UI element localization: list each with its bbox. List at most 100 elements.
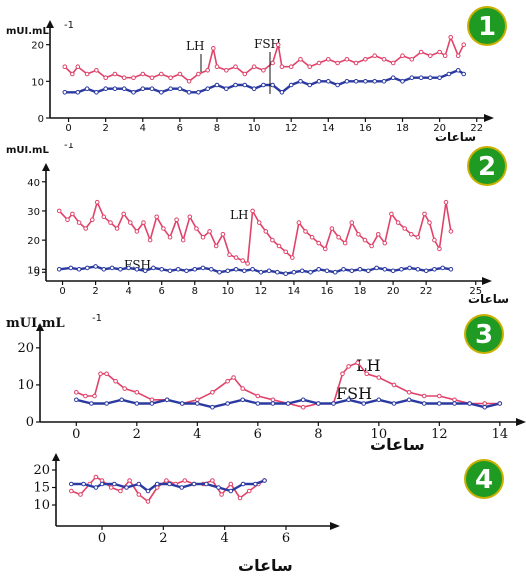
x-tick-label-1: 12 <box>285 123 298 134</box>
data-point-3-fsh <box>74 397 79 403</box>
data-point-1-lh <box>159 71 164 77</box>
data-point-1-lh <box>335 60 340 66</box>
data-point-4-lh <box>145 499 151 504</box>
data-point-4-fsh <box>136 481 142 487</box>
data-point-1-fsh <box>251 86 257 91</box>
data-point-4-lh <box>93 474 99 480</box>
data-point-2-lh <box>256 220 262 225</box>
y-tick-label-2: 30 <box>27 207 40 218</box>
data-point-2-fsh <box>349 268 355 274</box>
data-point-2-fsh <box>366 268 371 274</box>
data-point-4-fsh <box>154 481 160 487</box>
data-point-3-lh <box>240 386 245 391</box>
data-point-2-lh <box>114 226 120 231</box>
data-point-2-lh <box>94 199 100 205</box>
data-point-1-fsh <box>233 82 238 88</box>
data-point-2-lh <box>90 217 95 222</box>
data-point-3-lh <box>391 382 397 388</box>
data-point-2-lh <box>270 237 275 243</box>
y-tick-label-1: 20 <box>31 41 44 52</box>
data-point-2-lh <box>309 234 315 240</box>
data-point-1-fsh <box>316 79 322 84</box>
data-point-2-lh <box>409 232 414 237</box>
data-point-1-fsh <box>279 90 285 95</box>
data-point-2-lh <box>227 252 232 257</box>
data-point-4-fsh <box>191 481 197 487</box>
data-point-4-lh <box>136 492 142 497</box>
data-point-3-lh <box>355 360 361 366</box>
data-point-2-lh <box>389 211 394 217</box>
y-unit-exponent-1: -1 <box>64 20 74 31</box>
data-point-1-lh <box>94 68 99 73</box>
data-point-4-fsh <box>167 481 172 487</box>
data-point-3-fsh <box>346 397 351 403</box>
data-point-2-fsh <box>299 268 305 274</box>
data-point-2-lh <box>200 234 206 240</box>
data-point-3-fsh <box>376 397 382 403</box>
data-point-1-fsh <box>261 82 266 88</box>
data-point-4-lh <box>69 488 74 494</box>
x-tick-label-1: 2 <box>102 123 108 134</box>
x-tick-label-2: 20 <box>387 286 400 297</box>
x-tick-label-3: 4 <box>193 427 201 442</box>
data-point-1-lh <box>62 64 68 69</box>
data-point-4-lh <box>182 478 188 483</box>
x-tick-label-2: 2 <box>92 286 98 297</box>
data-point-1-fsh <box>159 90 164 95</box>
data-point-1-lh <box>177 71 183 77</box>
x-tick-label-3: 12 <box>431 427 448 442</box>
data-point-3-lh <box>122 386 127 391</box>
data-point-2-fsh <box>225 268 231 274</box>
data-point-2-fsh <box>142 268 148 274</box>
data-point-3-fsh <box>437 401 442 406</box>
data-point-3-fsh <box>134 401 140 406</box>
data-point-3-fsh <box>255 401 261 406</box>
data-point-1-fsh <box>214 82 220 88</box>
badge-number-3: 3 <box>475 320 493 350</box>
data-point-1-fsh <box>353 79 359 84</box>
data-point-1-fsh <box>381 79 387 84</box>
data-point-1-lh <box>461 42 467 48</box>
data-point-2-fsh <box>308 269 313 275</box>
chart-3-svg: mUI.mL -1 LH FSH ساعات 0 2 4 6 8 10 12 14 0 10 20 3 <box>6 313 526 453</box>
x-tick-label-1: 0 <box>65 123 71 134</box>
data-point-3-lh <box>340 371 345 377</box>
x-tick-label-1: 4 <box>140 123 146 134</box>
data-point-1-lh <box>103 75 108 80</box>
data-point-2-fsh <box>390 268 396 274</box>
data-point-3-fsh <box>164 397 170 403</box>
data-point-1-lh <box>437 49 442 55</box>
data-point-4-lh <box>78 492 83 497</box>
data-point-3-lh <box>452 397 457 403</box>
data-point-1-lh <box>70 71 75 77</box>
data-point-2-lh <box>349 220 355 225</box>
data-point-2-lh <box>174 217 179 222</box>
x-tick-label-1: 10 <box>248 123 261 134</box>
y-unit-label-1: mUI.mL <box>6 26 49 37</box>
data-point-2-fsh <box>192 267 198 272</box>
data-point-3-fsh <box>406 397 412 403</box>
data-point-2-lh <box>437 246 442 252</box>
data-point-4-lh <box>219 492 224 497</box>
y-tick-label-1: 0 <box>38 114 44 125</box>
data-point-1-fsh <box>75 90 81 95</box>
data-point-2-lh <box>70 211 75 217</box>
data-point-2-lh <box>323 246 328 252</box>
data-point-3-lh <box>437 393 442 399</box>
data-point-4-fsh <box>112 481 117 487</box>
data-point-2-lh <box>329 226 335 231</box>
data-point-4-lh <box>246 488 252 494</box>
data-point-3-lh <box>104 371 109 377</box>
data-point-2-lh <box>448 229 454 234</box>
x-tick-label-1: 16 <box>359 123 372 134</box>
data-point-3-fsh <box>467 401 472 406</box>
data-point-1-fsh <box>400 79 405 84</box>
x-tick-label-2: 6 <box>159 286 165 297</box>
data-point-3-fsh <box>89 401 94 406</box>
data-point-2-lh <box>375 232 381 237</box>
data-point-1-lh <box>140 71 146 77</box>
data-point-3-fsh <box>391 401 397 406</box>
x-tick-label-1: 14 <box>322 123 335 134</box>
data-point-2-fsh <box>432 267 437 272</box>
data-point-2-lh <box>443 199 449 205</box>
